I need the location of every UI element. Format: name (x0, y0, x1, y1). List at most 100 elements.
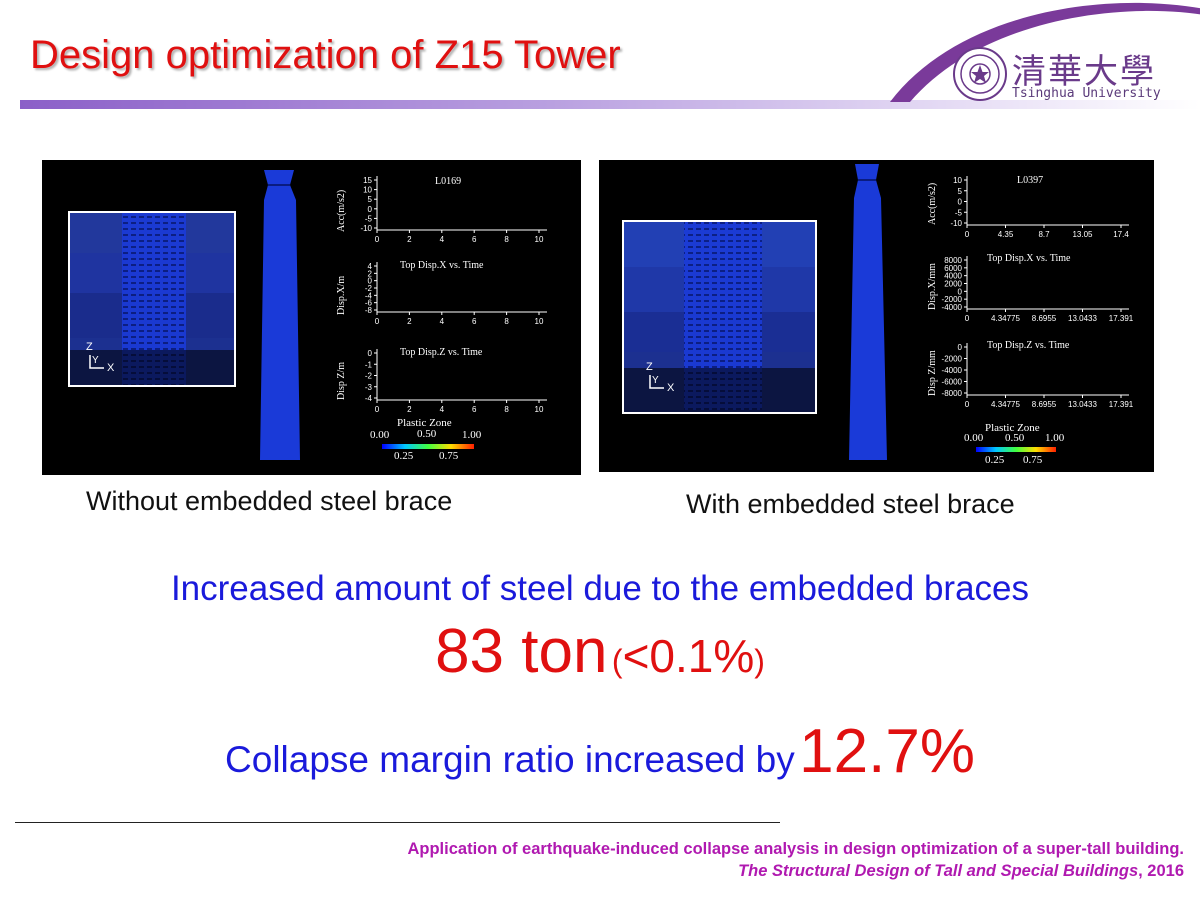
dispz-ytick-label: -6000 (942, 378, 963, 387)
dispz-ytick-label: -4 (365, 394, 373, 403)
dispx-ylabel: Disp.X/m (336, 276, 347, 315)
axis-label-x: X (667, 382, 675, 394)
footer-divider (15, 822, 780, 823)
reference-journal: The Structural Design of Tall and Specia… (738, 862, 1184, 881)
acc-xtick-label: 13.05 (1072, 230, 1093, 239)
dispz-ytick-label: 0 (958, 343, 963, 352)
dispx-ytick-label: 4 (368, 262, 373, 271)
steel-amount: 83 ton (<0.1%) (0, 616, 1200, 687)
paren-close: ) (754, 643, 765, 679)
axis-triad-icon (89, 355, 104, 369)
acc-ytick-label: 0 (368, 205, 373, 214)
title-underline (20, 100, 1200, 109)
acc-ytick-label: -5 (955, 208, 963, 217)
dispz-ytick-label: -2000 (942, 355, 963, 364)
legend-tick-50: 0.50 (417, 428, 437, 440)
tower-model (260, 170, 300, 460)
reference-title: Application of earthquake-induced collap… (407, 840, 1184, 858)
steel-amount-percent: <0.1% (622, 630, 755, 682)
paren-open: ( (611, 643, 623, 679)
dispz-xtick-label: 10 (535, 405, 544, 414)
steel-amount-value: 83 ton (435, 617, 608, 686)
slide-title: Design optimization of Z15 Tower (30, 33, 621, 77)
acc-xtick-label: 6 (472, 235, 477, 244)
dispz-xtick-label: 4 (440, 405, 445, 414)
dispx-ytick-label: -2000 (942, 295, 963, 304)
steel-increase-statement: Increased amount of steel due to the emb… (170, 569, 1030, 608)
legend-title: Plastic Zone (397, 417, 452, 429)
acc-ytick-label: 10 (953, 176, 962, 185)
color-scale-bar (976, 447, 1056, 452)
dispx-title: Top Disp.X vs. Time (400, 260, 484, 271)
axis-triad-icon (649, 375, 664, 389)
acc-ytick-label: -5 (365, 214, 373, 223)
legend-tick-25: 0.25 (985, 454, 1005, 466)
dispz-ylabel: Disp Z/mm (927, 350, 938, 396)
dispx-xtick-label: 8 (504, 317, 509, 326)
dispz-xtick-label: 8.6955 (1032, 400, 1057, 409)
dispx-xtick-label: 4 (440, 317, 445, 326)
acc-xtick-label: 2 (407, 235, 412, 244)
dispz-xtick-label: 4.34775 (991, 400, 1020, 409)
legend-tick-75: 0.75 (1023, 454, 1043, 466)
acc-xtick-label: 17.4 (1113, 230, 1129, 239)
acc-ytick-label: -10 (360, 224, 372, 233)
reference-journal-name: The Structural Design of Tall and Specia… (738, 862, 1139, 880)
dispz-title: Top Disp.Z vs. Time (400, 347, 483, 358)
simulation-panel-with-brace: Z Y X L0397 Acc(m/s2) Disp.X/mm Disp Z/m… (599, 160, 1154, 472)
dispz-xtick-label: 13.0433 (1068, 400, 1097, 409)
reference-year: , 2016 (1138, 862, 1184, 880)
dispx-ytick-label: 2000 (944, 280, 962, 289)
dispx-ytick-label: 6000 (944, 264, 962, 273)
dispx-ytick-label: -4 (365, 291, 373, 300)
dispz-ylabel: Disp Z/m (336, 362, 347, 400)
dispx-xtick-label: 0 (965, 314, 970, 323)
acc-xtick-label: 8 (504, 235, 509, 244)
collapse-margin-value: 12.7% (799, 717, 975, 786)
dispx-xtick-label: 17.391 (1109, 314, 1134, 323)
acc-ytick-label: 15 (363, 176, 372, 185)
acc-ytick-label: 5 (958, 187, 963, 196)
legend-tick-100: 1.00 (1045, 432, 1065, 444)
dispz-xtick-label: 0 (965, 400, 970, 409)
dispx-ytick-label: 2 (368, 269, 373, 278)
dispx-xtick-label: 2 (407, 317, 412, 326)
legend-tick-25: 0.25 (394, 450, 414, 462)
dispx-xtick-label: 0 (375, 317, 380, 326)
dispx-ylabel: Disp.X/mm (927, 263, 938, 310)
acc-ytick-label: 10 (363, 186, 372, 195)
dispz-xtick-label: 0 (375, 405, 380, 414)
dispz-ytick-label: -3 (365, 383, 373, 392)
dispx-ytick-label: -2 (365, 284, 373, 293)
dispz-xtick-label: 2 (407, 405, 412, 414)
dispz-ytick-label: -8000 (942, 389, 963, 398)
legend-tick-75: 0.75 (439, 450, 459, 462)
acc-xtick-label: 10 (535, 235, 544, 244)
acc-xtick-label: 4.35 (998, 230, 1014, 239)
dispz-ytick-label: -2 (365, 372, 373, 381)
legend-tick-50: 0.50 (1005, 432, 1025, 444)
legend-tick-0: 0.00 (964, 432, 984, 444)
legend-tick-100: 1.00 (462, 429, 482, 441)
legend-tick-0: 0.00 (370, 429, 390, 441)
dispz-ytick-label: -1 (365, 360, 373, 369)
axis-label-z: Z (86, 341, 93, 353)
axis-label-y: Y (652, 375, 659, 386)
dispx-xtick-label: 8.6955 (1032, 314, 1057, 323)
dispx-title: Top Disp.X vs. Time (987, 253, 1071, 264)
dispx-ytick-label: 4000 (944, 272, 962, 281)
acc-ytick-label: -10 (950, 219, 962, 228)
university-seal-icon (953, 47, 1007, 101)
dispx-xtick-label: 6 (472, 317, 477, 326)
dispz-xtick-label: 8 (504, 405, 509, 414)
dispx-xtick-label: 10 (535, 317, 544, 326)
legend-title: Plastic Zone (985, 422, 1040, 434)
simulation-panel-without-brace: Z Y X L0169 Acc(m/s2) Disp.X/m Disp Z/m … (42, 160, 581, 475)
dispz-title: Top Disp.Z vs. Time (987, 340, 1070, 351)
axis-label-z: Z (646, 361, 653, 373)
record-label: L0169 (435, 176, 461, 187)
record-label: L0397 (1017, 175, 1043, 186)
acc-xtick-label: 0 (965, 230, 970, 239)
